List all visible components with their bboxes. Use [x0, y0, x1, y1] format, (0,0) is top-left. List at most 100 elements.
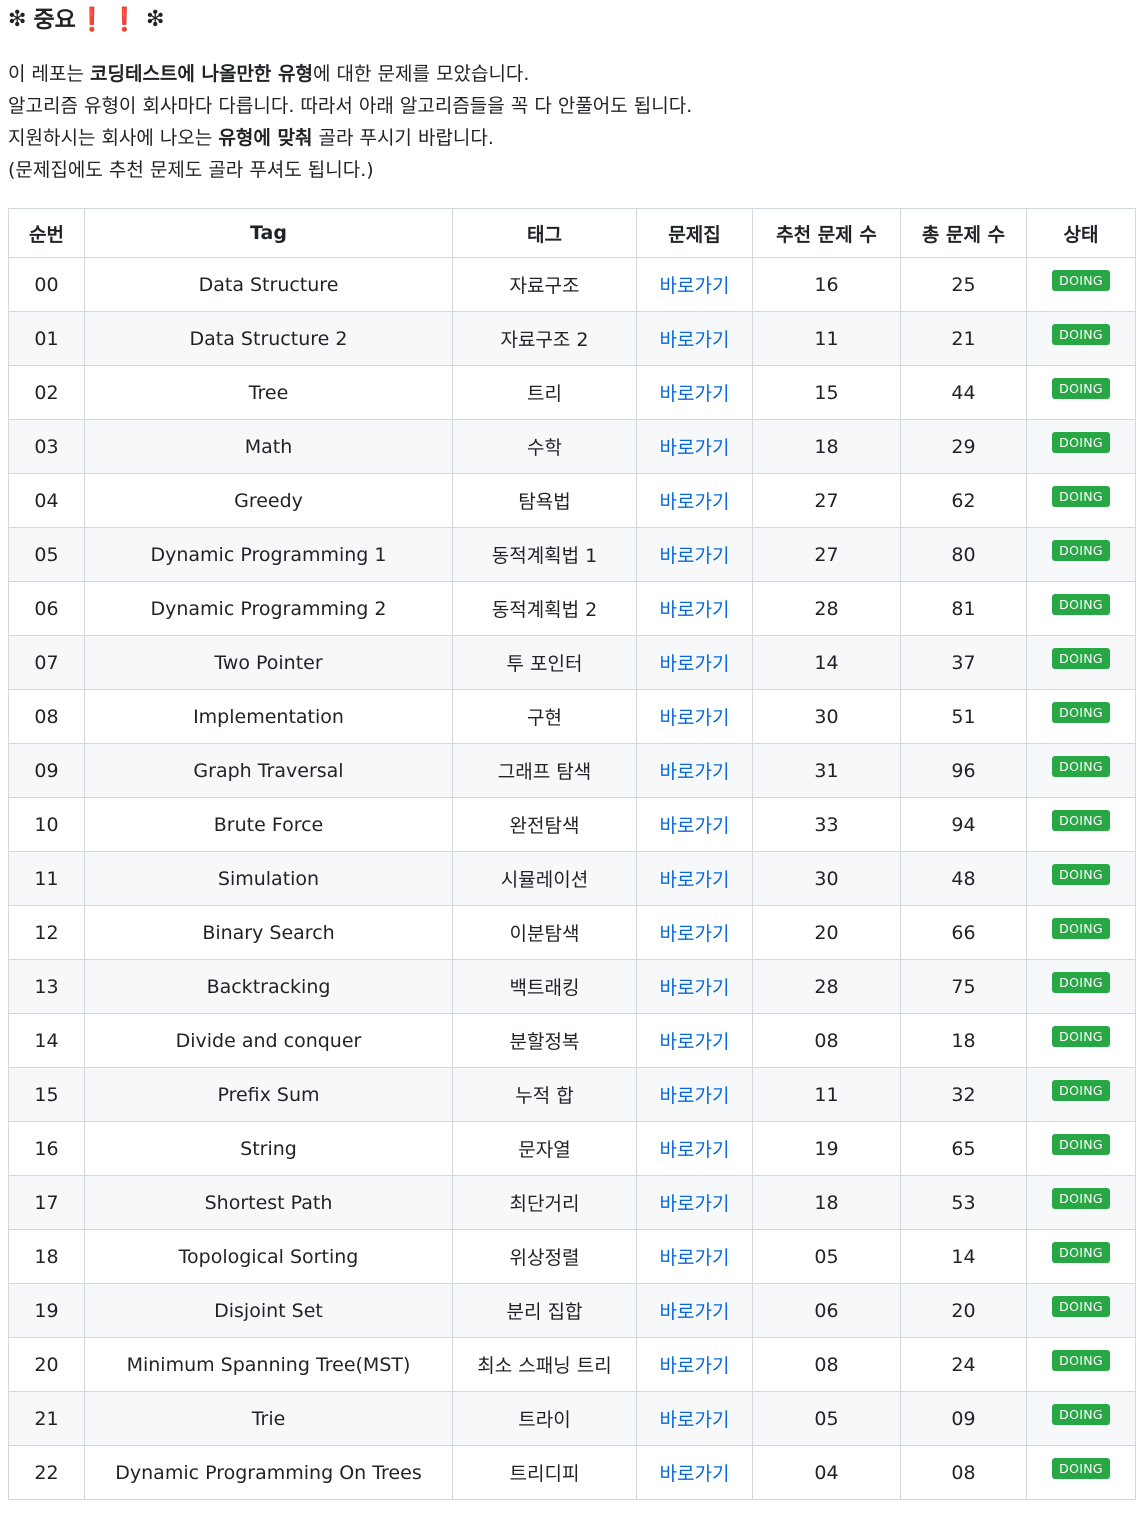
cell-tag-ko: 구현 — [452, 689, 637, 744]
table-header-row: 순번 Tag 태그 문제집 추천 문제 수 총 문제 수 상태 — [8, 208, 1136, 258]
table-row: 22 Dynamic Programming On Trees 트리디피 바로가기 04… — [8, 1445, 1136, 1500]
status-badge: DOING — [1052, 864, 1110, 885]
cell-link: 바로가기 — [636, 365, 753, 420]
algorithm-table: 순번 Tag 태그 문제집 추천 문제 수 총 문제 수 상태 00 Data S… — [8, 208, 1136, 1500]
cell-total-count: 37 — [900, 635, 1027, 690]
problem-set-link[interactable]: 바로가기 — [659, 1247, 730, 1269]
problem-set-link[interactable]: 바로가기 — [659, 599, 730, 621]
problem-set-link[interactable]: 바로가기 — [659, 491, 730, 513]
cell-recommended-count: 28 — [752, 959, 901, 1014]
problem-set-link[interactable]: 바로가기 — [659, 383, 730, 405]
problem-set-link[interactable]: 바로가기 — [659, 923, 730, 945]
problem-set-link[interactable]: 바로가기 — [659, 869, 730, 891]
cell-recommended-count: 16 — [752, 257, 901, 312]
cell-tag: Greedy — [84, 473, 453, 528]
header-recommended-count: 추천 문제 수 — [752, 208, 901, 258]
status-badge: DOING — [1052, 270, 1110, 291]
cell-total-count: 24 — [900, 1337, 1027, 1392]
status-badge: DOING — [1052, 1404, 1110, 1425]
cell-tag-ko: 최단거리 — [452, 1175, 637, 1230]
cell-recommended-count: 11 — [752, 1067, 901, 1122]
problem-set-link[interactable]: 바로가기 — [659, 977, 730, 999]
cell-tag: Prefix Sum — [84, 1067, 453, 1122]
cell-tag-ko: 탐욕법 — [452, 473, 637, 528]
problem-set-link[interactable]: 바로가기 — [659, 1085, 730, 1107]
table-row: 08 Implementation 구현 바로가기 30 51 DOING — [8, 689, 1136, 744]
cell-total-count: 14 — [900, 1229, 1027, 1284]
problem-set-link[interactable]: 바로가기 — [659, 815, 730, 837]
cell-tag-ko: 그래프 탐색 — [452, 743, 637, 798]
cell-no: 19 — [8, 1283, 85, 1338]
exclamation-icon: ❗ — [77, 7, 107, 33]
status-badge: DOING — [1052, 1458, 1110, 1479]
cell-recommended-count: 33 — [752, 797, 901, 852]
intro-line-2: 알고리즘 유형이 회사마다 다릅니다. 따라서 아래 알고리즘들을 꼭 다 안풀… — [8, 95, 693, 117]
cell-tag: Two Pointer — [84, 635, 453, 690]
table-row: 16 String 문자열 바로가기 19 65 DOING — [8, 1121, 1136, 1176]
problem-set-link[interactable]: 바로가기 — [659, 707, 730, 729]
cell-no: 21 — [8, 1391, 85, 1446]
intro-line-3: 지원하시는 회사에 나오는 유형에 맞춰 골라 푸시기 바랍니다. — [8, 127, 494, 149]
cell-tag-ko: 이분탐색 — [452, 905, 637, 960]
cell-link: 바로가기 — [636, 257, 753, 312]
cell-status: DOING — [1026, 581, 1136, 636]
problem-set-link[interactable]: 바로가기 — [659, 437, 730, 459]
problem-set-link[interactable]: 바로가기 — [659, 1463, 730, 1485]
cell-tag-ko: 문자열 — [452, 1121, 637, 1176]
cell-no: 06 — [8, 581, 85, 636]
problem-set-link[interactable]: 바로가기 — [659, 1139, 730, 1161]
problem-set-link[interactable]: 바로가기 — [659, 329, 730, 351]
cell-total-count: 66 — [900, 905, 1027, 960]
table-row: 06 Dynamic Programming 2 동적계획법 2 바로가기 28 81 DO… — [8, 581, 1136, 636]
cell-total-count: 44 — [900, 365, 1027, 420]
table-row: 00 Data Structure 자료구조 바로가기 16 25 DOING — [8, 257, 1136, 312]
status-badge: DOING — [1052, 1080, 1110, 1101]
status-badge: DOING — [1052, 378, 1110, 399]
cell-status: DOING — [1026, 1229, 1136, 1284]
cell-recommended-count: 11 — [752, 311, 901, 366]
cell-no: 20 — [8, 1337, 85, 1392]
cell-link: 바로가기 — [636, 1229, 753, 1284]
problem-set-link[interactable]: 바로가기 — [659, 1409, 730, 1431]
problem-set-link[interactable]: 바로가기 — [659, 653, 730, 675]
cell-status: DOING — [1026, 1013, 1136, 1068]
status-badge: DOING — [1052, 972, 1110, 993]
table-row: 19 Disjoint Set 분리 집합 바로가기 06 20 DOING — [8, 1283, 1136, 1338]
cell-link: 바로가기 — [636, 419, 753, 474]
cell-link: 바로가기 — [636, 959, 753, 1014]
problem-set-link[interactable]: 바로가기 — [659, 275, 730, 297]
cell-link: 바로가기 — [636, 1337, 753, 1392]
cell-tag: Tree — [84, 365, 453, 420]
cell-tag-ko: 완전탐색 — [452, 797, 637, 852]
cell-tag-ko: 자료구조 — [452, 257, 637, 312]
cell-no: 10 — [8, 797, 85, 852]
cell-status: DOING — [1026, 257, 1136, 312]
cell-total-count: 29 — [900, 419, 1027, 474]
problem-set-link[interactable]: 바로가기 — [659, 1355, 730, 1377]
status-badge: DOING — [1052, 918, 1110, 939]
cell-recommended-count: 30 — [752, 851, 901, 906]
status-badge: DOING — [1052, 1134, 1110, 1155]
cell-status: DOING — [1026, 797, 1136, 852]
cell-tag: Disjoint Set — [84, 1283, 453, 1338]
header-no: 순번 — [8, 208, 85, 258]
problem-set-link[interactable]: 바로가기 — [659, 761, 730, 783]
table-row: 15 Prefix Sum 누적 합 바로가기 11 32 DOING — [8, 1067, 1136, 1122]
table-row: 11 Simulation 시뮬레이션 바로가기 30 48 DOING — [8, 851, 1136, 906]
cell-recommended-count: 18 — [752, 419, 901, 474]
cell-status: DOING — [1026, 1445, 1136, 1500]
problem-set-link[interactable]: 바로가기 — [659, 1301, 730, 1323]
cell-status: DOING — [1026, 635, 1136, 690]
cell-tag: Graph Traversal — [84, 743, 453, 798]
problem-set-link[interactable]: 바로가기 — [659, 1031, 730, 1053]
cell-tag-ko: 백트래킹 — [452, 959, 637, 1014]
cell-link: 바로가기 — [636, 851, 753, 906]
cell-recommended-count: 04 — [752, 1445, 901, 1500]
cell-tag-ko: 동적계획법 2 — [452, 581, 637, 636]
cell-tag: Trie — [84, 1391, 453, 1446]
problem-set-link[interactable]: 바로가기 — [659, 1193, 730, 1215]
cell-total-count: 94 — [900, 797, 1027, 852]
problem-set-link[interactable]: 바로가기 — [659, 545, 730, 567]
table-row: 09 Graph Traversal 그래프 탐색 바로가기 31 96 DOING — [8, 743, 1136, 798]
cell-status: DOING — [1026, 1337, 1136, 1392]
